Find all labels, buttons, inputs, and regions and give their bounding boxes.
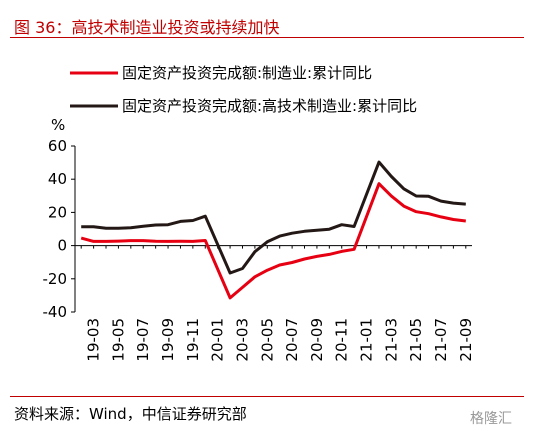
x-tick-label: 19-09 (159, 318, 177, 362)
source-note: 资料来源：Wind，中信证券研究部 (14, 405, 247, 423)
axes (71, 145, 472, 313)
tick-labels: -40 -20 0 20 40 60 19-03 19-05 19-07 19-09 19-11 20… (43, 137, 475, 362)
y-tick-label: 60 (48, 137, 67, 155)
y-tick-label: 0 (57, 237, 67, 255)
y-tick-label: 20 (48, 203, 67, 221)
y-axis-unit-label: % (51, 116, 65, 134)
x-tick-label: 21-05 (407, 318, 425, 362)
series-lines (80, 160, 466, 300)
y-tick-label: -40 (43, 303, 68, 321)
x-tick-label: 21-09 (457, 318, 475, 362)
x-tick-label: 19-03 (85, 318, 103, 362)
x-tick-label: 21-01 (358, 318, 376, 362)
watermark: 格隆汇 (470, 411, 512, 427)
x-tick-label: 20-07 (283, 318, 301, 362)
y-tick-label: 40 (48, 170, 67, 188)
source-divider (10, 396, 524, 397)
x-tick-label: 20-11 (333, 318, 351, 362)
x-tick-label: 21-07 (432, 318, 450, 362)
x-tick-label: 20-05 (258, 318, 276, 362)
x-tick-label: 20-03 (233, 318, 251, 362)
x-tick-label: 20-01 (209, 318, 227, 362)
x-tick-label: 19-11 (184, 318, 202, 362)
series-line-high-tech (81, 160, 466, 275)
legend-label-high-tech: 固定资产投资完成额:高技术制造业:累计同比 (122, 97, 417, 115)
title-divider (10, 37, 524, 38)
figure-title: 图 36：高技术制造业投资或持续加快 (14, 18, 280, 37)
x-tick-label: 20-09 (308, 318, 326, 362)
series-line-manufacturing (80, 182, 466, 300)
x-tick-label: 19-07 (134, 318, 152, 362)
x-tick-label: 21-03 (382, 318, 400, 362)
y-tick-label: -20 (43, 270, 68, 288)
legend: 固定资产投资完成额:制造业:累计同比 固定资产投资完成额:高技术制造业:累计同比 (70, 64, 417, 115)
x-tick-label: 19-05 (109, 318, 127, 362)
legend-label-manufacturing: 固定资产投资完成额:制造业:累计同比 (122, 64, 372, 82)
